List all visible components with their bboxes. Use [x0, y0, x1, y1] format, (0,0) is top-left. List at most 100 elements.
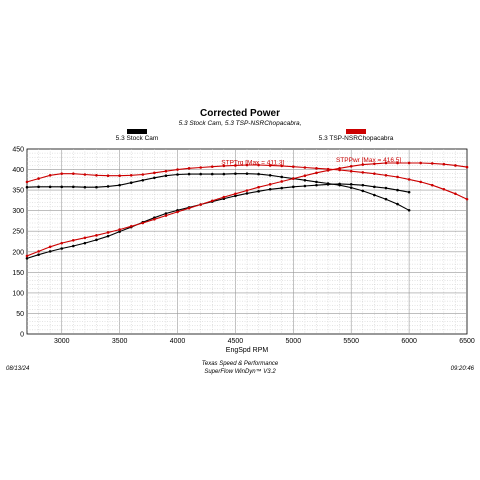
data-point: [234, 172, 237, 175]
data-point: [303, 174, 307, 178]
data-point: [25, 254, 29, 258]
data-point: [303, 184, 307, 188]
plot-frame: [26, 148, 468, 335]
data-point: [153, 171, 156, 175]
data-point: [164, 212, 168, 215]
data-point: [141, 220, 145, 224]
data-point: [465, 197, 469, 201]
data-point: [37, 185, 40, 189]
data-point: [95, 238, 98, 242]
data-point: [396, 188, 399, 192]
data-point: [106, 174, 110, 178]
data-point: [396, 175, 399, 179]
data-point: [315, 183, 318, 187]
x-tick-label: 6000: [401, 338, 417, 345]
footer-date: 08/13/24: [6, 366, 30, 372]
data-point: [222, 197, 226, 201]
y-tick-label: 0: [20, 332, 24, 339]
series-line: [26, 183, 410, 259]
data-point: [384, 174, 388, 177]
data-point: [349, 183, 353, 186]
x-tick-label: 5500: [343, 338, 359, 345]
data-point: [118, 228, 121, 231]
data-point: [187, 172, 191, 176]
data-point: [292, 165, 295, 168]
y-tick-label: 450: [12, 147, 24, 154]
data-point: [326, 183, 330, 186]
data-point: [129, 225, 133, 229]
data-point: [245, 189, 249, 192]
series-line: [26, 173, 410, 211]
data-point: [257, 163, 260, 167]
data-point: [95, 185, 98, 189]
data-point: [176, 208, 179, 212]
data-point: [48, 174, 52, 177]
data-point: [25, 257, 29, 260]
data-point: [72, 185, 75, 189]
data-point: [303, 178, 307, 182]
data-point: [315, 167, 318, 170]
data-point: [349, 164, 353, 168]
data-point: [72, 172, 75, 175]
chart-subtitle: 5.3 Stock Cam, 5.3 TSP-NSRChopacabra,: [178, 120, 302, 127]
data-point: [407, 190, 411, 194]
data-point: [245, 172, 249, 175]
data-point: [106, 185, 110, 188]
data-point: [338, 167, 341, 170]
data-point: [338, 168, 341, 172]
data-point: [234, 164, 237, 167]
y-tick-label: 350: [12, 188, 24, 195]
data-point: [454, 164, 457, 167]
data-point: [373, 185, 376, 189]
data-point: [153, 176, 156, 180]
footer-time: 09:20:46: [450, 366, 474, 372]
data-point: [315, 180, 318, 184]
data-point: [153, 218, 156, 221]
data-point: [164, 174, 168, 178]
legend-item-chopacabra: 5.3 TSP-NSRChopacabra: [296, 129, 416, 147]
data-point: [384, 161, 388, 165]
data-point: [245, 163, 249, 167]
data-point: [199, 166, 202, 169]
annotation-label: STPTrq [Max = 411.3]: [221, 160, 284, 167]
data-point: [245, 192, 249, 195]
footer-credit: Texas Speed & Performance SuperFlow WinD…: [0, 360, 480, 376]
data-point: [268, 164, 272, 167]
legend-swatch: [346, 129, 366, 134]
data-point: [222, 195, 226, 199]
data-point: [419, 180, 422, 184]
legend-label: 5.3 TSP-NSRChopacabra: [318, 135, 394, 142]
data-point: [210, 200, 214, 203]
data-point: [25, 185, 29, 189]
data-point: [315, 171, 318, 175]
data-point: [37, 253, 40, 256]
data-point: [210, 165, 214, 168]
data-point: [257, 185, 260, 189]
data-point: [280, 186, 284, 190]
data-point: [384, 197, 388, 201]
data-point: [60, 241, 64, 245]
company-name: Texas Speed & Performance: [201, 361, 279, 367]
data-point: [210, 172, 214, 176]
data-point: [153, 216, 156, 219]
data-point: [141, 221, 145, 225]
data-point: [234, 192, 237, 196]
data-point: [373, 162, 376, 166]
x-tick-label: 4000: [170, 338, 186, 345]
y-tick-label: 50: [16, 311, 24, 318]
data-point: [129, 224, 133, 228]
data-point: [338, 183, 341, 187]
y-tick-label: 400: [12, 167, 24, 174]
data-point: [141, 178, 145, 182]
data-point: [396, 202, 399, 206]
data-point: [176, 210, 179, 214]
data-point: [326, 167, 330, 171]
data-point: [118, 174, 121, 178]
data-point: [129, 174, 133, 177]
data-point: [407, 161, 411, 165]
data-point: [373, 172, 376, 175]
data-point: [83, 236, 87, 240]
data-point: [83, 241, 87, 245]
data-point: [37, 250, 40, 253]
x-tick-label: 6500: [459, 338, 475, 345]
